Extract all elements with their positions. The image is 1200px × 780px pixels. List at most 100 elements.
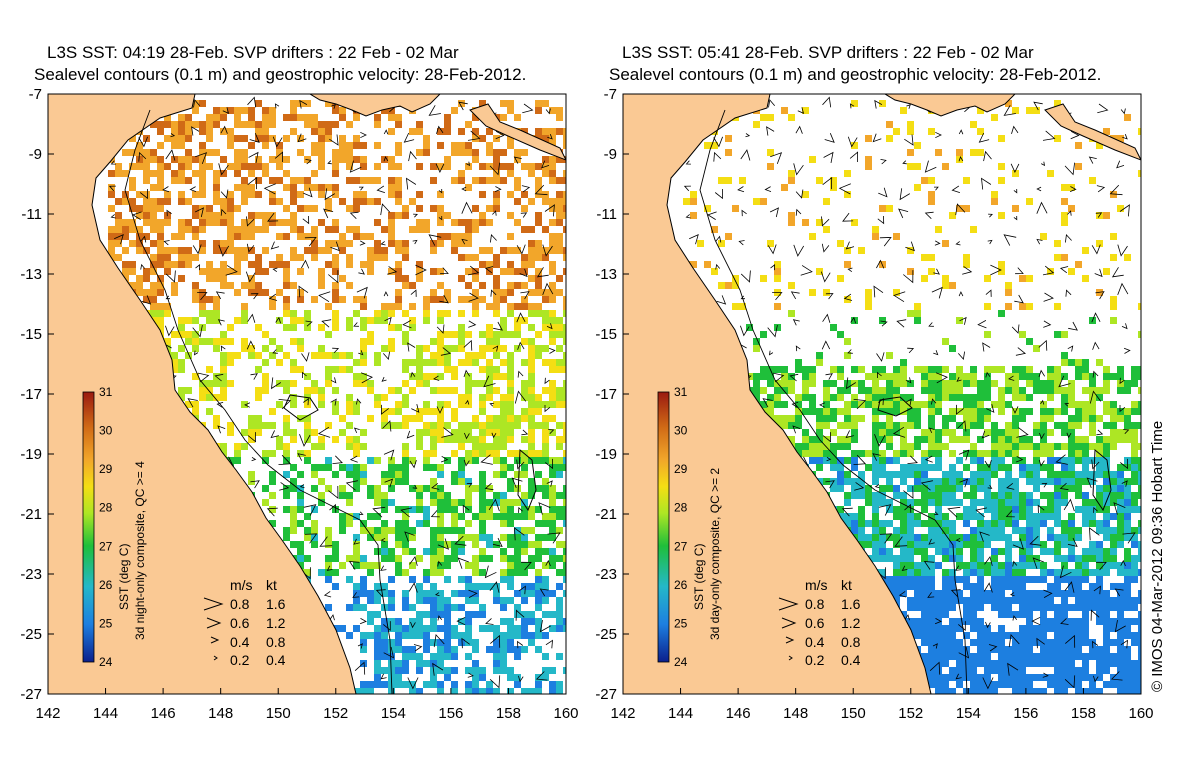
sst-pixel: [192, 107, 199, 114]
sst-pixel: [115, 170, 122, 177]
sst-pixel: [213, 184, 220, 191]
sst-pixel: [444, 653, 451, 660]
sst-pixel: [423, 429, 430, 436]
sst-pixel: [991, 380, 998, 387]
sst-pixel: [276, 261, 283, 268]
sst-pixel: [353, 142, 360, 149]
sst-pixel: [977, 464, 984, 471]
sst-pixel: [465, 618, 472, 625]
sst-pixel: [935, 387, 942, 394]
sst-pixel: [1012, 415, 1019, 422]
sst-pixel: [507, 268, 514, 275]
velocity-vector: [387, 266, 398, 275]
sst-pixel: [311, 296, 318, 303]
sst-pixel: [465, 254, 472, 261]
sst-pixel: [493, 149, 500, 156]
sst-pixel: [213, 212, 220, 219]
sst-pixel: [1082, 569, 1089, 576]
sst-pixel: [921, 583, 928, 590]
sst-pixel: [500, 471, 507, 478]
sst-pixel: [262, 380, 269, 387]
sst-pixel: [248, 345, 255, 352]
sst-pixel: [304, 422, 311, 429]
sst-pixel: [1103, 485, 1110, 492]
sst-pixel: [535, 345, 542, 352]
x-tick-label: 160: [553, 705, 578, 722]
sst-pixel: [858, 520, 865, 527]
sst-pixel: [528, 555, 535, 562]
velocity-vector: [545, 639, 553, 649]
sst-pixel: [479, 282, 486, 289]
sst-pixel: [528, 688, 535, 694]
sst-pixel: [1033, 107, 1040, 114]
sst-pixel: [900, 373, 907, 380]
sst-pixel: [479, 366, 486, 373]
sst-pixel: [921, 471, 928, 478]
velocity-vector: [328, 485, 339, 500]
sst-pixel: [241, 177, 248, 184]
sst-pixel: [500, 646, 507, 653]
sst-pixel: [276, 443, 283, 450]
sst-pixel: [549, 205, 556, 212]
sst-pixel: [493, 590, 500, 597]
sst-pixel: [423, 611, 430, 618]
sst-pixel: [220, 394, 227, 401]
sst-pixel: [528, 632, 535, 639]
sst-pixel: [367, 331, 374, 338]
sst-pixel: [178, 317, 185, 324]
sst-pixel: [521, 569, 528, 576]
sst-pixel: [248, 471, 255, 478]
sst-pixel: [486, 450, 493, 457]
velocity-vector: [436, 324, 445, 334]
sst-pixel: [360, 359, 367, 366]
sst-pixel: [395, 639, 402, 646]
sst-pixel: [542, 653, 549, 660]
sst-pixel: [220, 212, 227, 219]
sst-pixel: [535, 289, 542, 296]
sst-pixel: [984, 520, 991, 527]
sst-pixel: [928, 478, 935, 485]
sst-pixel: [122, 191, 129, 198]
sst-pixel: [1082, 359, 1089, 366]
sst-pixel: [346, 632, 353, 639]
sst-pixel: [998, 261, 1005, 268]
sst-pixel: [444, 667, 451, 674]
sst-pixel: [949, 387, 956, 394]
sst-pixel: [514, 471, 521, 478]
sst-pixel: [1061, 485, 1068, 492]
sst-pixel: [886, 457, 893, 464]
sst-pixel: [290, 107, 297, 114]
sst-pixel: [206, 114, 213, 121]
sst-pixel: [248, 163, 255, 170]
sst-pixel: [788, 282, 795, 289]
sst-pixel: [507, 499, 514, 506]
sst-pixel: [409, 128, 416, 135]
sst-pixel: [395, 527, 402, 534]
sst-pixel: [493, 345, 500, 352]
sst-pixel: [963, 394, 970, 401]
sst-pixel: [297, 450, 304, 457]
sst-pixel: [1033, 345, 1040, 352]
sst-pixel: [774, 394, 781, 401]
sst-pixel: [437, 142, 444, 149]
sst-pixel: [507, 562, 514, 569]
sst-pixel: [1082, 576, 1089, 583]
sst-pixel: [781, 380, 788, 387]
sst-pixel: [472, 352, 479, 359]
sst-pixel: [556, 240, 563, 247]
sst-pixel: [500, 296, 507, 303]
sst-pixel: [977, 534, 984, 541]
sst-pixel: [311, 233, 318, 240]
sst-pixel: [241, 226, 248, 233]
sst-pixel: [486, 324, 493, 331]
sst-pixel: [1138, 457, 1141, 464]
sst-pixel: [507, 142, 514, 149]
sst-pixel: [683, 198, 690, 205]
sst-pixel: [367, 632, 374, 639]
sst-pixel: [1089, 408, 1096, 415]
sst-pixel: [514, 457, 521, 464]
sst-pixel: [157, 303, 164, 310]
sst-pixel: [507, 366, 514, 373]
sst-pixel: [388, 457, 395, 464]
sst-pixel: [1026, 513, 1033, 520]
